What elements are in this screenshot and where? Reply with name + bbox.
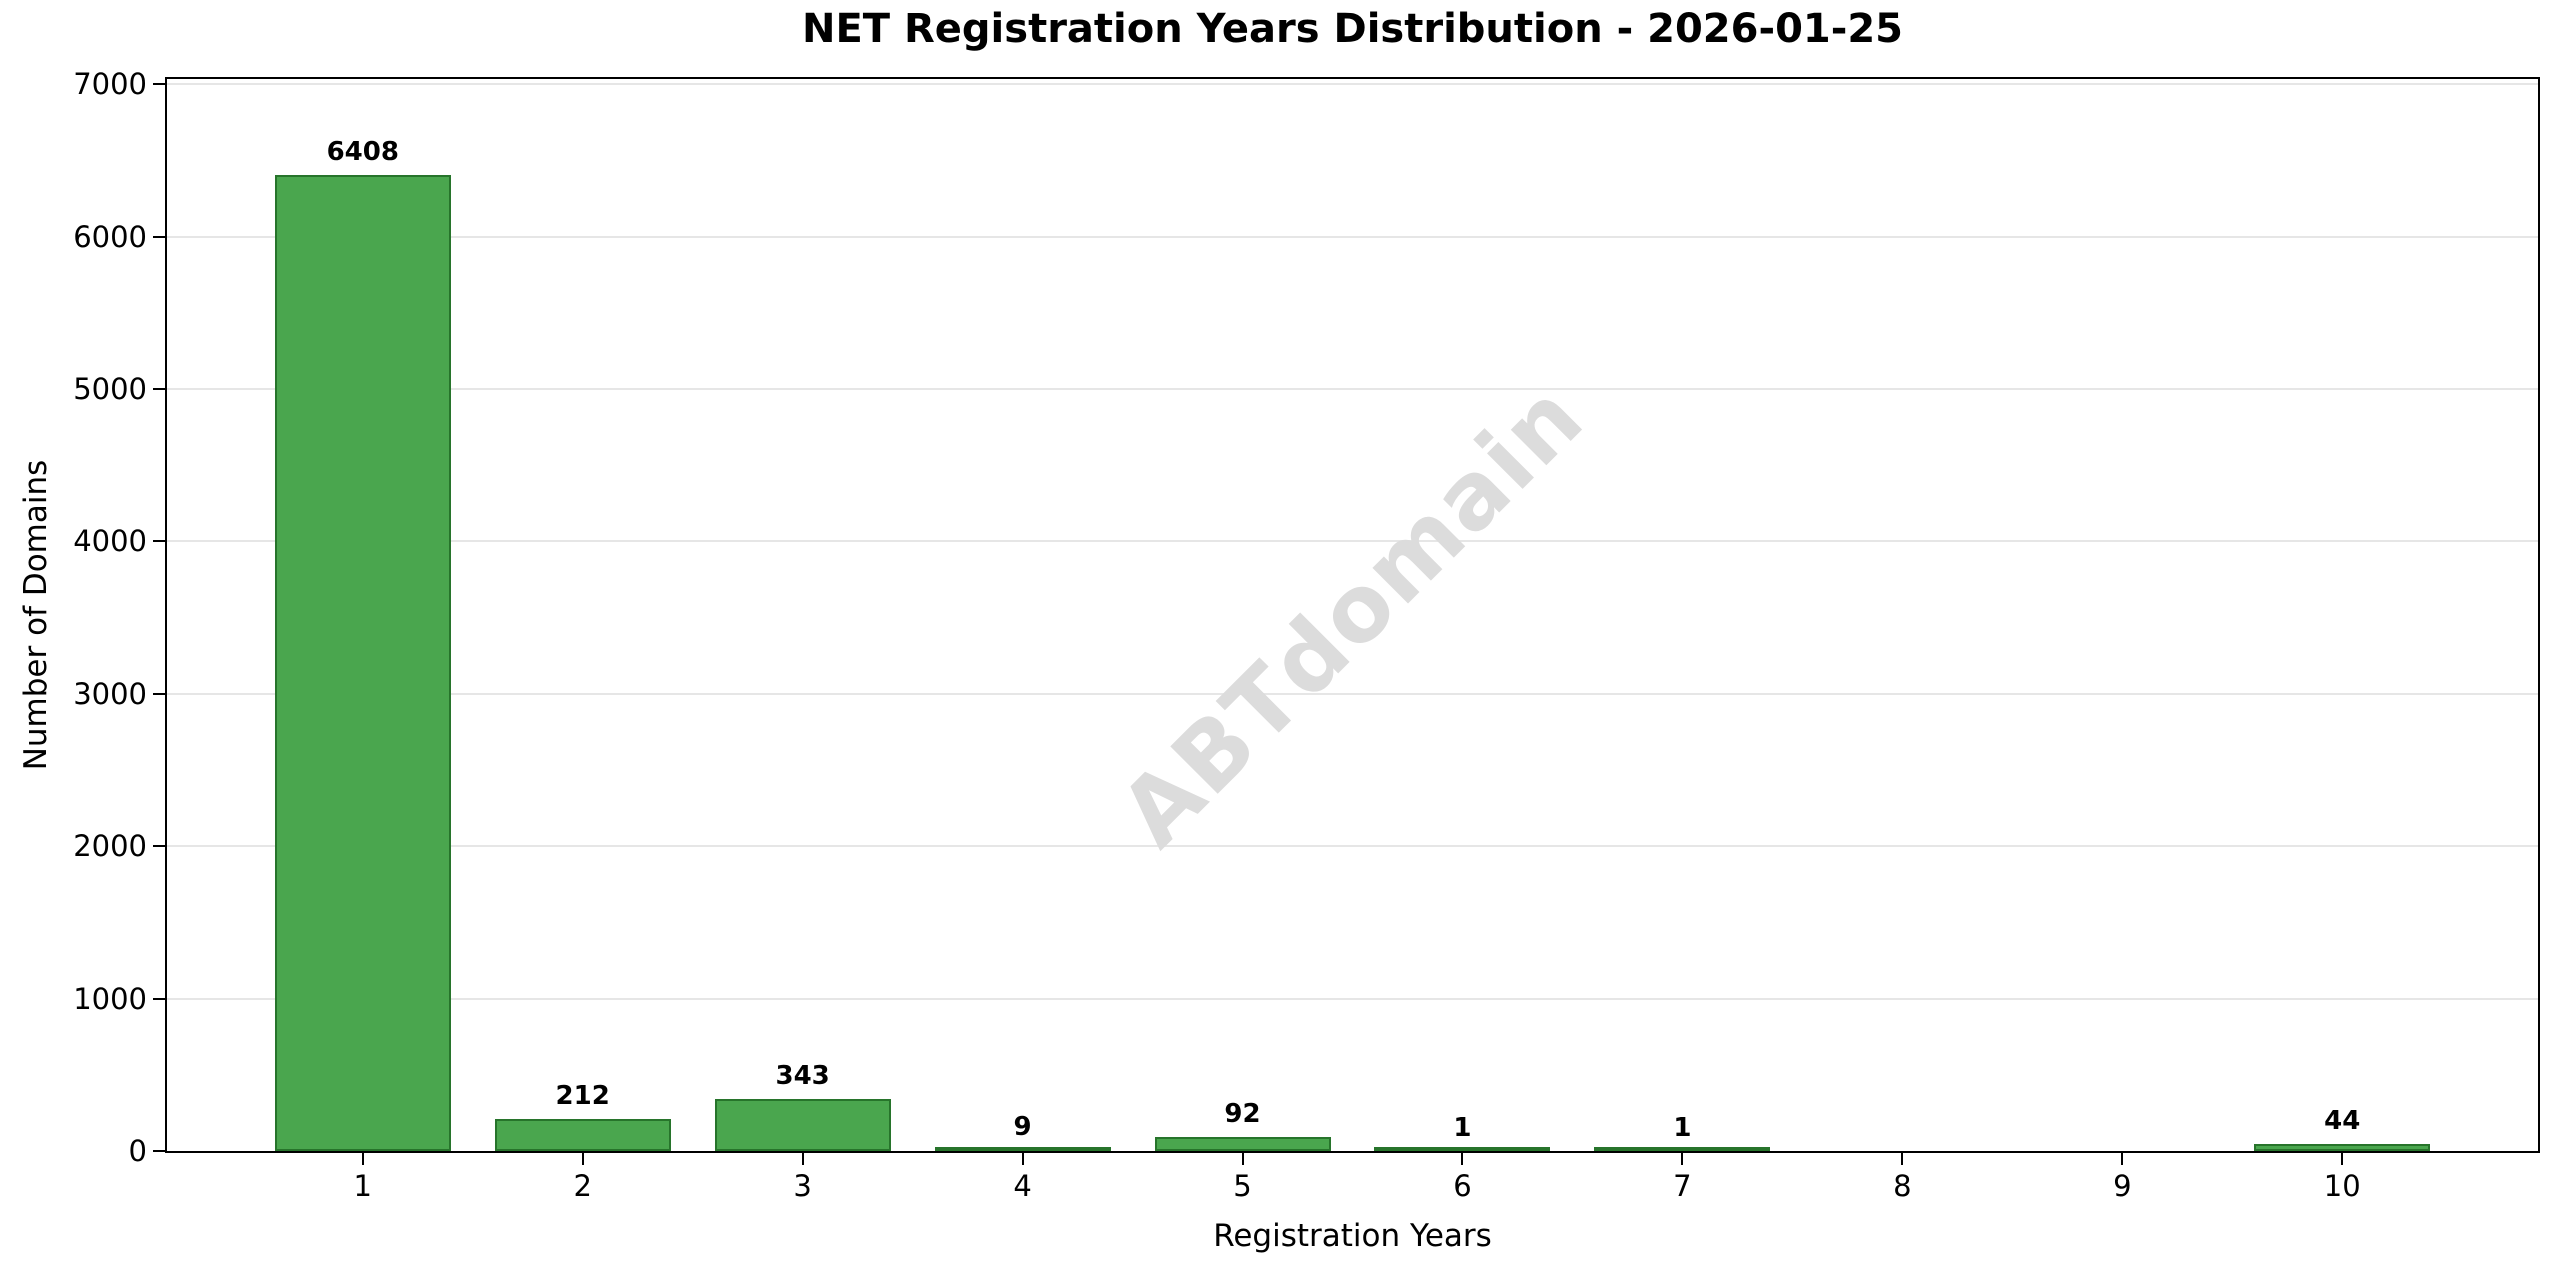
bar [714,1098,891,1151]
y-tick-label: 6000 [73,219,147,254]
bar-value-label: 92 [1224,1098,1261,1129]
bar [494,1118,671,1151]
chart-title: NET Registration Years Distribution - 20… [801,6,1903,52]
x-axis-tick-mark [581,1153,584,1165]
x-axis-tick-mark [361,1153,364,1165]
x-axis-tick-mark [1021,1153,1024,1165]
x-axis-tick-mark [2341,1153,2344,1165]
x-axis-tick-mark [1681,1153,1684,1165]
bar-value-label: 212 [555,1080,610,1111]
bar [934,1147,1111,1151]
x-axis-tick-mark [801,1153,804,1165]
y-gridline [167,235,2538,238]
y-tick-label: 1000 [73,981,147,1016]
y-axis-tick-mark [153,845,165,848]
x-tick-label: 6 [1453,1169,1472,1203]
y-axis-tick-mark [153,83,165,86]
y-gridline [167,692,2538,695]
bar-value-label: 6408 [326,136,399,167]
y-tick-label: 4000 [73,524,147,559]
x-axis-tick-mark [2121,1153,2124,1165]
bar-value-label: 1 [1453,1112,1472,1143]
x-axis-tick-mark [1241,1153,1244,1165]
x-tick-label: 1 [353,1169,372,1203]
x-axis-tick-mark [1901,1153,1904,1165]
y-gridline [167,540,2538,543]
y-gridline [167,845,2538,848]
x-axis-tick-mark [1461,1153,1464,1165]
bar [1374,1147,1551,1151]
y-tick-label: 5000 [73,372,147,407]
y-gridline [167,997,2538,1000]
y-axis-tick-mark [153,388,165,391]
x-tick-label: 10 [2323,1169,2361,1203]
y-axis-tick-mark [153,997,165,1000]
y-gridline [167,388,2538,391]
y-axis-tick-mark [153,1150,165,1152]
y-axis-tick-mark [153,235,165,238]
bar-value-label: 9 [1013,1111,1032,1142]
bar [1154,1136,1331,1151]
x-axis-label: Registration Years [1213,1218,1492,1254]
bar-value-label: 343 [775,1060,830,1091]
y-axis-label: Number of Domains [18,459,54,771]
x-tick-label: 5 [1233,1169,1252,1203]
y-axis-tick-mark [153,692,165,695]
x-tick-label: 8 [1893,1169,1912,1203]
x-tick-label: 3 [793,1169,812,1203]
plot-area [165,77,2540,1153]
bar-value-label: 1 [1673,1112,1692,1143]
y-gridline [167,83,2538,86]
x-tick-label: 4 [1013,1169,1032,1203]
bar [274,174,451,1151]
y-axis-tick-mark [153,540,165,543]
y-tick-label: 2000 [73,829,147,864]
bar [1594,1147,1771,1151]
y-tick-label: 3000 [73,676,147,711]
y-tick-label: 0 [128,1134,147,1168]
x-tick-label: 7 [1673,1169,1692,1203]
x-tick-label: 2 [573,1169,592,1203]
bar-value-label: 44 [2324,1106,2361,1137]
x-tick-label: 9 [2113,1169,2132,1203]
y-tick-label: 7000 [73,67,147,102]
bar [2254,1144,2431,1151]
